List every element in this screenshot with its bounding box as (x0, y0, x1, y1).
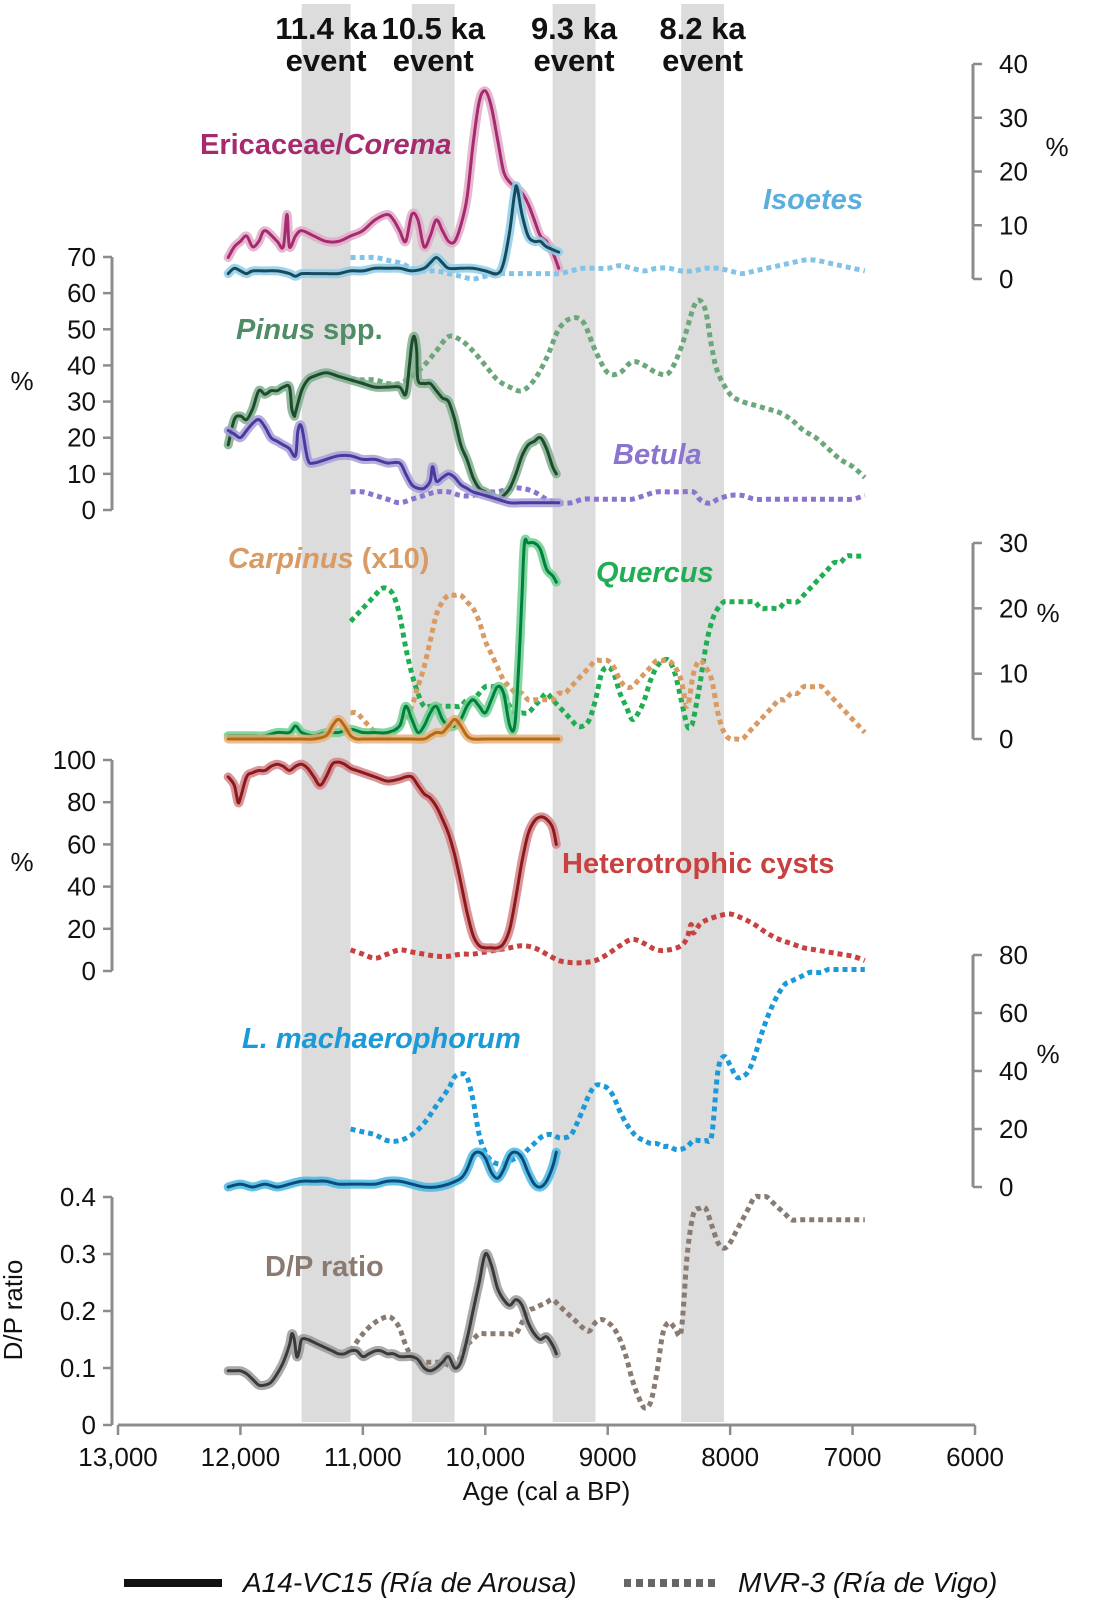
y-tick-label: 10 (999, 659, 1028, 689)
y-axis-unit: % (10, 366, 33, 396)
y-tick-label: 0.4 (60, 1182, 96, 1212)
series-ericaceae-corema-solid (226, 89, 561, 270)
x-tick-label: 11,000 (324, 1442, 402, 1472)
y-tick-label: 30 (999, 103, 1028, 133)
series-d-p-ratio-solid (226, 1251, 558, 1388)
legend-label-dotted: MVR-3 (Ría de Vigo) (738, 1567, 997, 1598)
y-tick-label: 100 (53, 745, 96, 775)
taxon-label-heterotrophic-cysts: Heterotrophic cysts (562, 848, 834, 880)
x-tick-label: 12,000 (201, 1442, 281, 1472)
y-axis-unit: % (1036, 1039, 1059, 1069)
series-l-machaerophorum-dotted (350, 966, 865, 1167)
y-tick-label: 70 (67, 242, 96, 272)
y-tick-label: 20 (67, 423, 96, 453)
series-pinus-spp-solid (226, 334, 558, 501)
x-tick-label: 10,000 (446, 1442, 526, 1472)
y-tick-label: 0 (82, 1410, 96, 1440)
y-tick-label: 0.3 (60, 1239, 96, 1269)
y-tick-label: 0 (999, 264, 1013, 294)
y-tick-label: 40 (67, 872, 96, 902)
event-label-line1: 11.4 ka (275, 11, 377, 46)
x-tick-label: 6000 (946, 1442, 1004, 1472)
y-tick-label: 20 (67, 914, 96, 944)
y-tick-label: 60 (67, 829, 96, 859)
taxon-label-quercus: Quercus (596, 557, 714, 589)
event-band-11-4-ka (301, 4, 351, 1422)
axes: 0 10 20 30 40% 0 10 20 30 40 50 60 70% 0 10 20 30% 0 20 40 6… (0, 49, 1069, 1506)
taxon-label-isoetes: Isoetes (763, 184, 863, 216)
x-tick-label: 13,000 (78, 1442, 158, 1472)
taxon-label-pinus-spp: Pinus spp. (236, 314, 383, 346)
series-betula-dotted (350, 485, 866, 506)
y-tick-label: 0 (82, 956, 96, 986)
series-carpinus-x10-solid (226, 717, 561, 741)
y-tick-label: 20 (999, 1114, 1028, 1144)
y-tick-label: 80 (999, 940, 1028, 970)
taxon-label-betula: Betula (613, 439, 702, 471)
series-heterotrophic-cysts-dotted (349, 911, 866, 966)
y-tick-label: 20 (999, 593, 1028, 623)
series-isoetes-solid (226, 184, 561, 278)
x-tick-label: 8000 (701, 1442, 759, 1472)
event-band-9-3-ka (552, 4, 596, 1422)
y-tick-label: 40 (67, 350, 96, 380)
series-heterotrophic-cysts-solid (226, 760, 558, 950)
y-axis-title: D/P ratio (0, 1260, 28, 1361)
y-tick-label: 40 (999, 49, 1028, 79)
taxon-label-carpinus-x10: Carpinus (x10) (228, 543, 429, 575)
y-tick-label: 0 (999, 724, 1013, 754)
y-tick-label: 80 (67, 787, 96, 817)
y-tick-label: 10 (999, 210, 1028, 240)
series-quercus-solid (226, 537, 558, 738)
x-tick-label: 7000 (824, 1442, 882, 1472)
event-label-line2: event (393, 43, 474, 78)
event-label-line1: 8.2 ka (659, 11, 746, 46)
y-tick-label: 40 (999, 1056, 1028, 1086)
y-tick-label: 0.2 (60, 1296, 96, 1326)
event-label-line1: 9.3 ka (531, 11, 618, 46)
legend-label-solid: A14-VC15 (Ría de Arousa) (241, 1567, 577, 1598)
y-tick-label: 30 (999, 528, 1028, 558)
series-d-p-ratio-dotted (348, 1193, 865, 1411)
event-label-line2: event (534, 43, 615, 78)
series-isoetes-dotted (350, 254, 866, 282)
y-tick-label: 20 (999, 157, 1028, 187)
x-tick-label: 9000 (579, 1442, 637, 1472)
taxon-label-l-machaerophorum: L. machaerophorum (242, 1023, 521, 1055)
series-pinus-spp-solid-halo (223, 331, 561, 504)
y-axis-unit: % (1045, 132, 1068, 162)
y-axis-unit: % (10, 847, 33, 877)
series-lines (223, 86, 867, 1411)
event-label-line1: 10.5 ka (382, 11, 486, 46)
y-tick-label: 50 (67, 314, 96, 344)
y-tick-label: 60 (999, 998, 1028, 1028)
x-axis-title: Age (cal a BP) (463, 1476, 631, 1506)
y-tick-label: 0.1 (60, 1353, 96, 1383)
taxon-label-ericaceae-corema: Ericaceae/Corema (200, 129, 452, 161)
series-carpinus-x10-dotted (350, 592, 867, 742)
series-heterotrophic-cysts-solid-halo (223, 757, 561, 953)
y-tick-label: 30 (67, 387, 96, 417)
y-tick-label: 0 (82, 495, 96, 525)
y-tick-label: 60 (67, 278, 96, 308)
event-label-line2: event (662, 43, 743, 78)
y-tick-label: 0 (999, 1172, 1013, 1202)
y-tick-label: 10 (67, 459, 96, 489)
event-label-line2: event (286, 43, 367, 78)
taxon-label-d-p-ratio: D/P ratio (265, 1251, 384, 1283)
series-l-machaerophorum-solid (226, 1150, 558, 1189)
y-axis-unit: % (1036, 598, 1059, 628)
series-betula-solid (226, 418, 561, 505)
